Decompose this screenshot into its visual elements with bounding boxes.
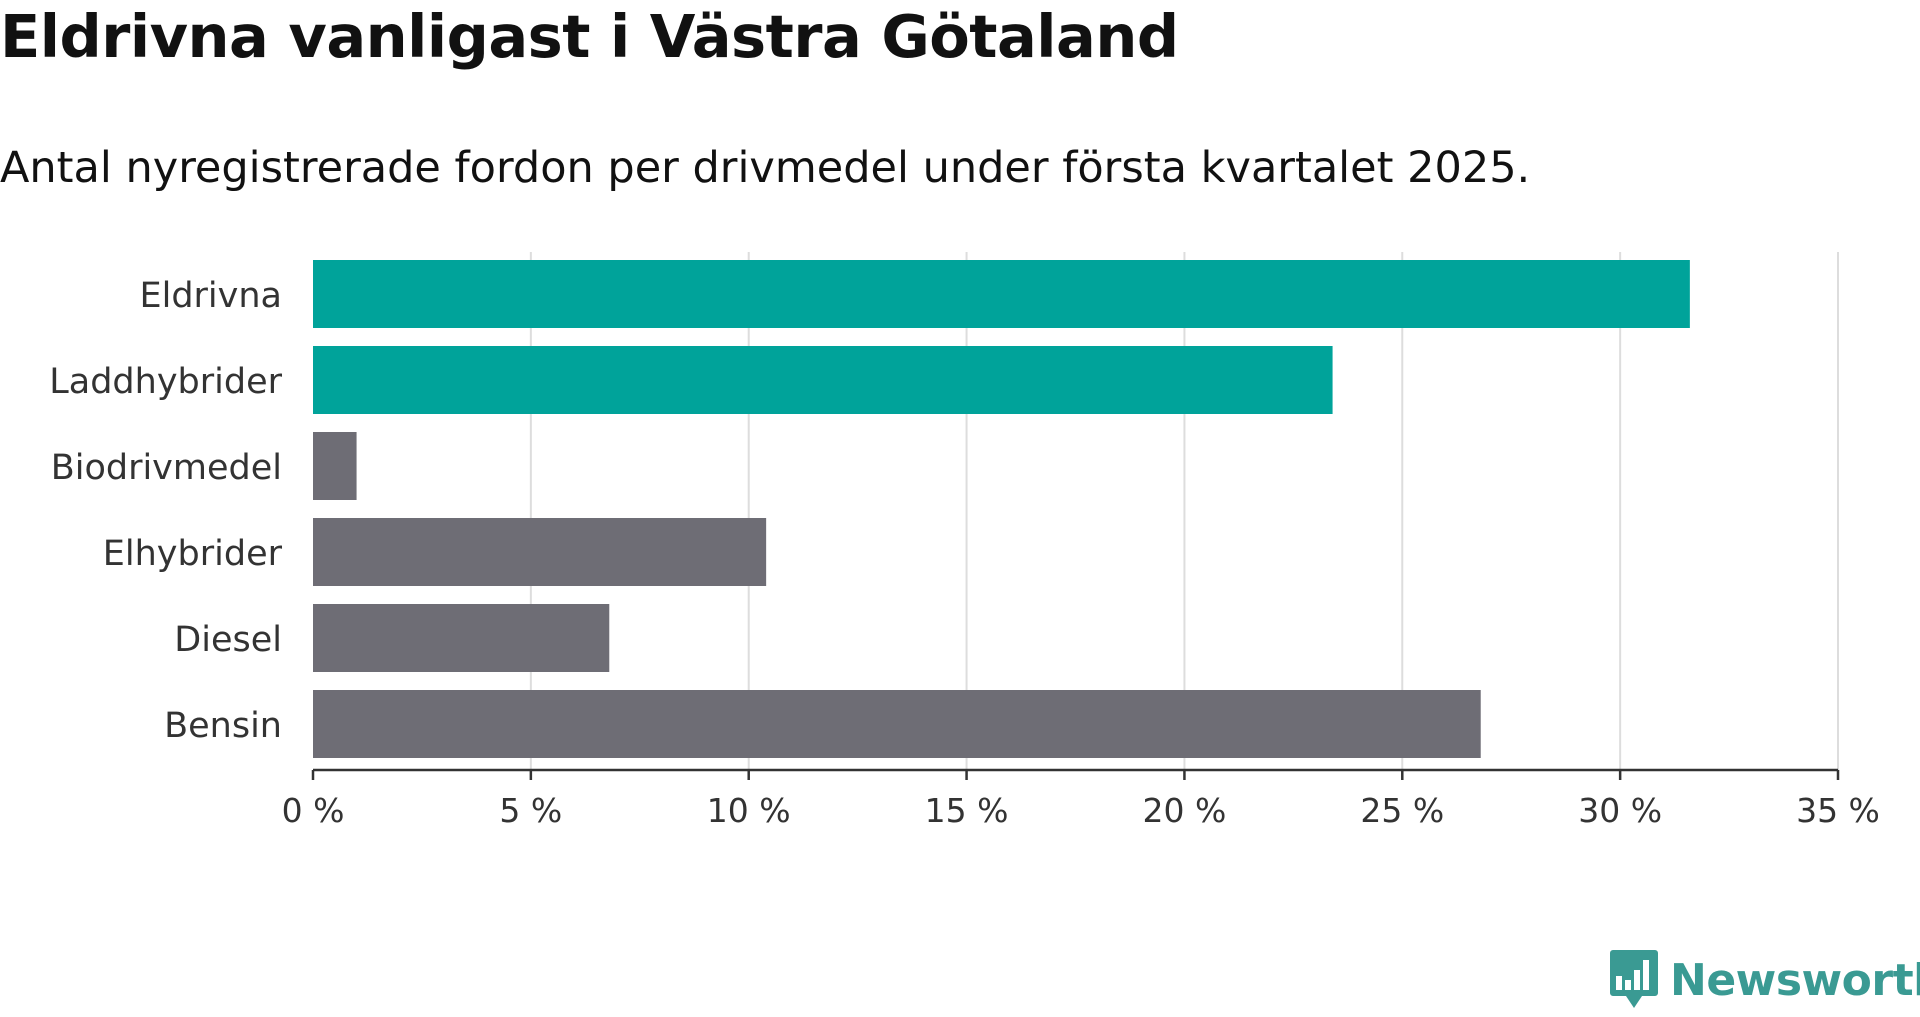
chart-subtitle: Antal nyregistrerade fordon per drivmede…	[0, 143, 1531, 193]
x-tick-label: 0 %	[282, 791, 345, 830]
bar	[313, 432, 357, 500]
x-tick-label: 15 %	[925, 791, 1009, 830]
x-tick-label: 25 %	[1360, 791, 1444, 830]
logo-text: Newsworthy	[1670, 954, 1920, 1006]
x-tick-label: 35 %	[1796, 791, 1880, 830]
bar	[313, 346, 1333, 414]
x-tick-label: 5 %	[499, 791, 562, 830]
category-label: Bensin	[164, 706, 282, 746]
category-label: Elhybrider	[103, 534, 283, 574]
bar	[313, 604, 610, 672]
newsworthy-logo: Newsworthy	[1610, 950, 1920, 1010]
category-label: Diesel	[174, 620, 282, 660]
bar	[313, 690, 1481, 758]
bar	[313, 260, 1690, 328]
x-tick-label: 10 %	[707, 791, 791, 830]
x-tick-label: 20 %	[1143, 791, 1227, 830]
x-tick-label: 30 %	[1578, 791, 1662, 830]
chart-title: Eldrivna vanligast i Västra Götaland	[0, 2, 1179, 71]
category-label: Laddhybrider	[49, 362, 282, 402]
category-label: Biodrivmedel	[51, 448, 282, 488]
newsworthy-bar-chart-icon	[1610, 950, 1658, 1010]
category-label: Eldrivna	[139, 276, 282, 316]
bar	[313, 518, 767, 586]
